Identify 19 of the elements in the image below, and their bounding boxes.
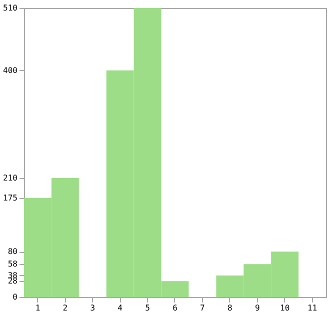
- x-tick-label: 8: [227, 304, 232, 312]
- x-tick-label: 6: [172, 304, 178, 312]
- x-tick-label: 10: [280, 304, 290, 312]
- y-tick-label: 38: [8, 270, 18, 280]
- x-tick-label: 2: [62, 304, 68, 312]
- x-tick-label: 11: [307, 304, 318, 312]
- x-tick-label: 5: [145, 304, 150, 312]
- x-tick-label: 3: [90, 304, 96, 312]
- y-tick-label: 175: [3, 193, 18, 202]
- y-tick-label: 210: [3, 174, 18, 182]
- y-tick-label: 0: [12, 292, 18, 302]
- x-tick-label: 4: [118, 304, 123, 312]
- y-tick-label: 400: [3, 66, 18, 75]
- x-tick-label: 9: [254, 304, 260, 312]
- x-tick-label: 1: [35, 304, 40, 312]
- y-tick-label: 80: [8, 247, 18, 256]
- y-tick-label: 58: [8, 260, 18, 269]
- y-tick-label: 510: [3, 4, 18, 12]
- x-tick-label: 7: [200, 304, 206, 312]
